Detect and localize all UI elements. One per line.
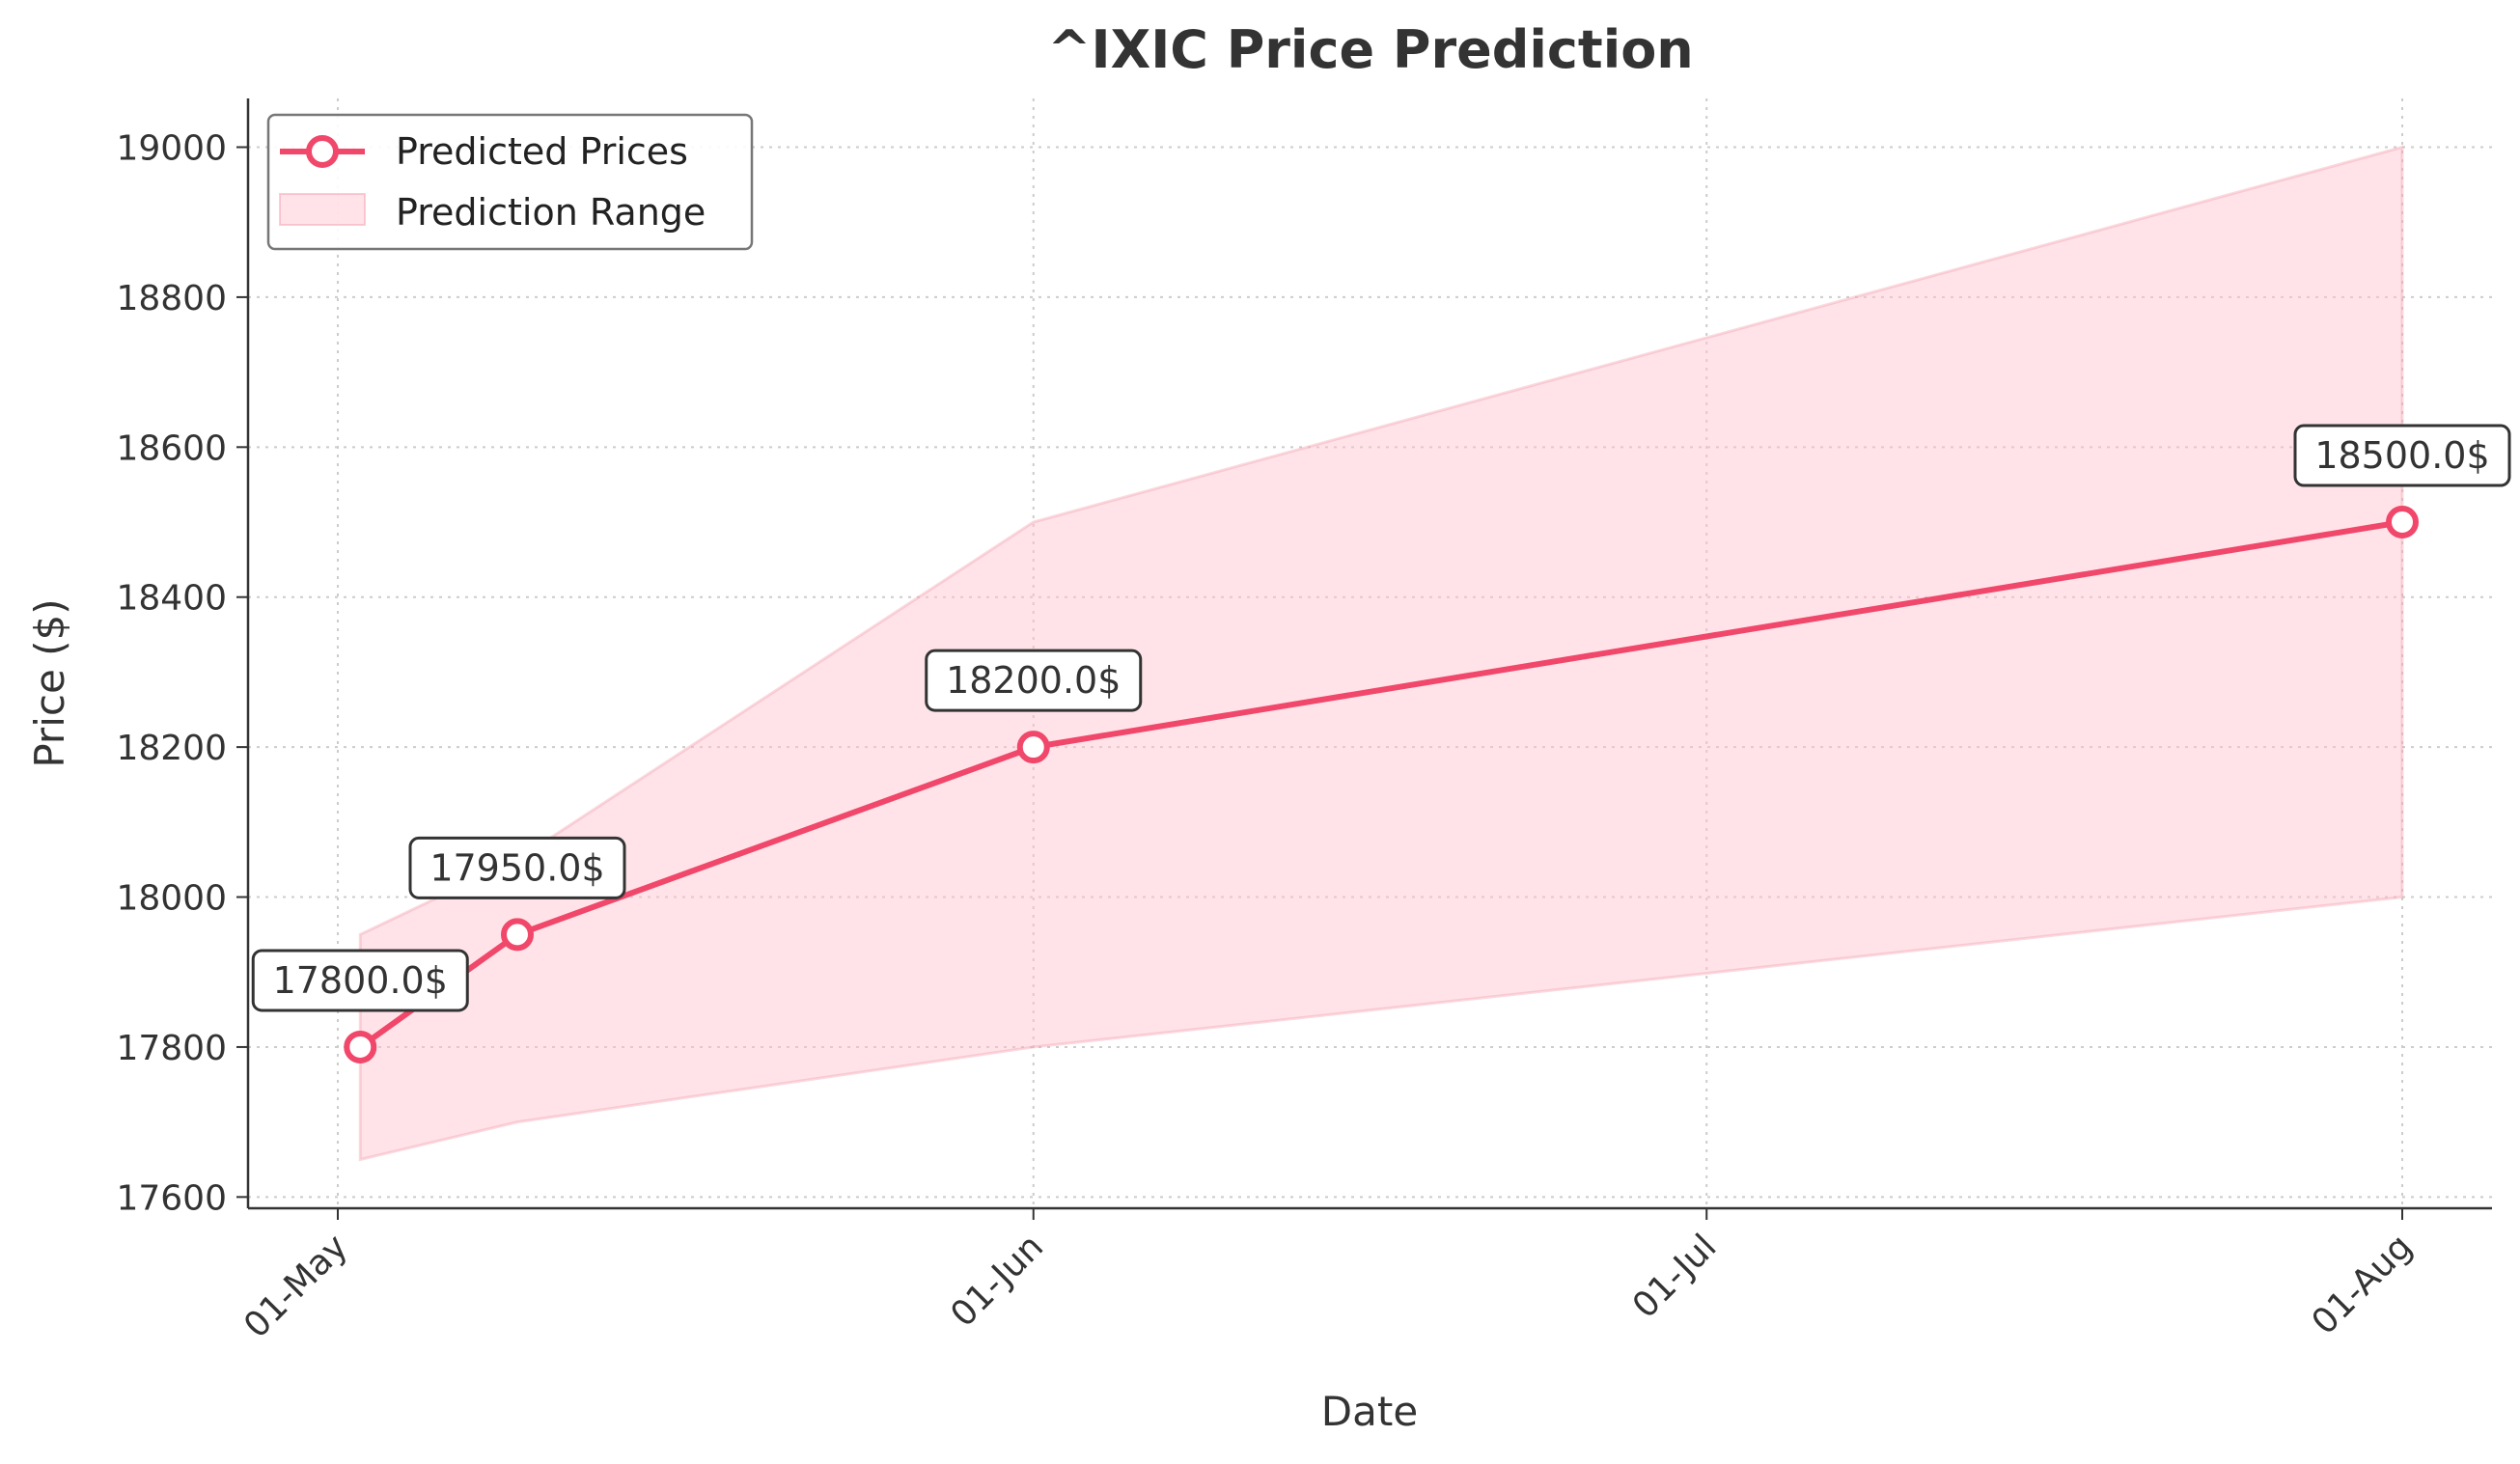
x-tick-label: 01-May bbox=[236, 1227, 355, 1345]
data-label-text: 17950.0$ bbox=[429, 846, 604, 889]
x-tick-label: 01-Jul bbox=[1625, 1227, 1725, 1326]
y-tick-label: 17800 bbox=[116, 1029, 227, 1068]
prediction-range-band bbox=[358, 145, 2404, 1162]
data-point bbox=[344, 1030, 377, 1063]
y-tick-label: 18000 bbox=[116, 879, 227, 919]
data-label-text: 18500.0$ bbox=[2314, 434, 2489, 477]
data-label-text: 17800.0$ bbox=[273, 959, 448, 1002]
legend-label: Predicted Prices bbox=[396, 130, 688, 173]
data-point bbox=[501, 918, 534, 952]
y-tick-label: 18600 bbox=[116, 428, 227, 468]
prediction-range-area bbox=[358, 145, 2404, 1162]
y-tick-label: 18400 bbox=[116, 579, 227, 619]
chart-title: ^IXIC Price Prediction bbox=[1047, 19, 1694, 80]
y-tick-label: 18200 bbox=[116, 729, 227, 768]
legend: Predicted Prices Prediction Range bbox=[266, 113, 754, 251]
data-point bbox=[1016, 731, 1050, 764]
legend-label: Prediction Range bbox=[396, 191, 706, 234]
data-label: 18500.0$ bbox=[2293, 424, 2511, 487]
y-tick-label: 19000 bbox=[116, 129, 227, 169]
data-label: 17800.0$ bbox=[251, 949, 469, 1012]
y-tick-label: 18800 bbox=[116, 279, 227, 318]
x-tick-label: 01-Jun bbox=[943, 1227, 1051, 1335]
data-label: 18200.0$ bbox=[925, 649, 1143, 712]
data-labels: 17800.0$ 17950.0$ 18200.0$ 18500.0$ bbox=[251, 424, 2511, 1012]
data-label-box bbox=[408, 836, 626, 899]
data-label: 17950.0$ bbox=[408, 836, 626, 899]
legend-box bbox=[266, 113, 754, 251]
y-tick-label: 17600 bbox=[116, 1178, 227, 1218]
data-point bbox=[2386, 506, 2419, 539]
legend-band-swatch bbox=[279, 193, 366, 226]
x-tick-label: 01-Aug bbox=[2305, 1227, 2421, 1342]
data-label-box bbox=[2293, 424, 2511, 487]
y-axis-label: Price ($) bbox=[26, 598, 73, 767]
data-label-text: 18200.0$ bbox=[946, 659, 1121, 702]
legend-marker-swatch bbox=[306, 135, 339, 168]
data-label-box bbox=[925, 649, 1143, 712]
x-axis-label: Date bbox=[1321, 1388, 1418, 1435]
data-label-box bbox=[251, 949, 469, 1012]
